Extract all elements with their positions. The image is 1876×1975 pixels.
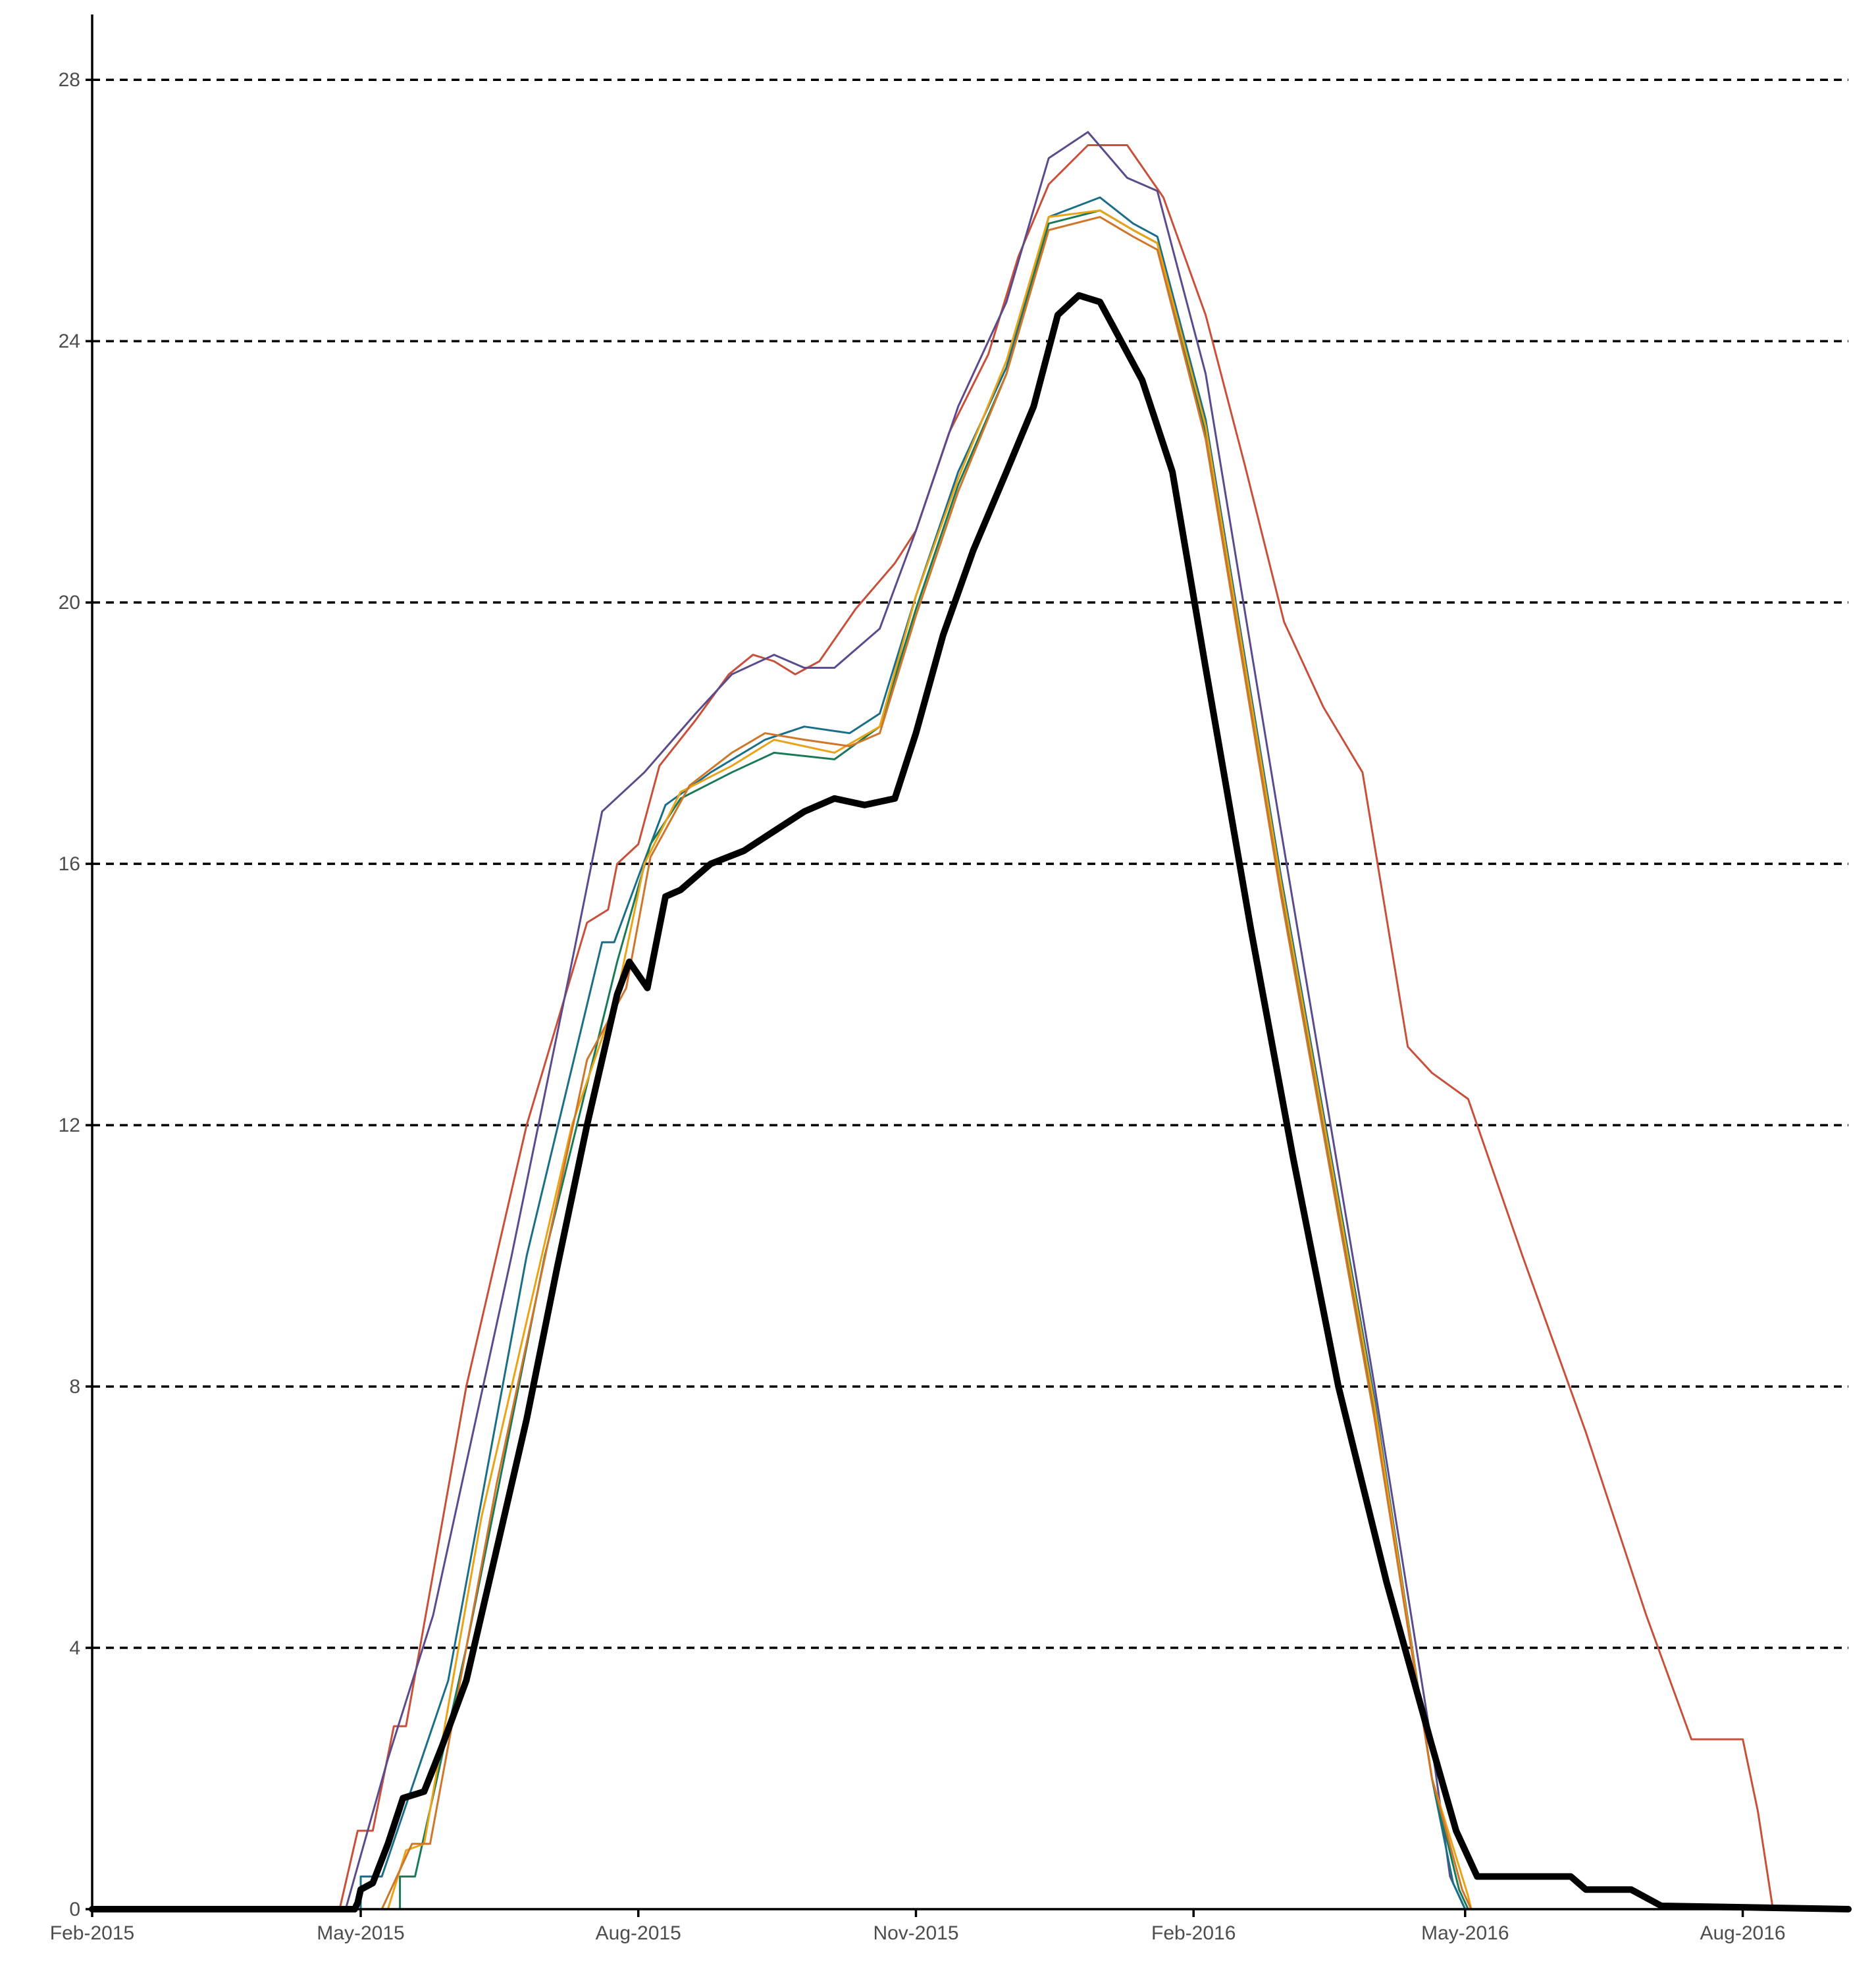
x-axis-ticks: Feb-2015 May-2015 Aug-2015 Nov-2015 Feb-2016…: [50, 1909, 1786, 1944]
y-tick-label: 0: [69, 1899, 80, 1920]
y-tick-label: 20: [59, 592, 80, 614]
y-tick-label: 24: [59, 330, 80, 352]
series-line-1: [91, 144, 1850, 1910]
x-tick-label: Aug-2015: [596, 1922, 681, 1944]
series-line-7: [89, 292, 1852, 1912]
series-line-6: [91, 216, 1850, 1910]
x-tick-label: May-2016: [1421, 1922, 1509, 1944]
x-tick-label: Feb-2015: [50, 1922, 134, 1944]
grid-lines: [92, 78, 1848, 1649]
y-tick-label: 4: [69, 1637, 80, 1659]
series-line-4: [91, 209, 1850, 1910]
x-tick-label: Nov-2015: [873, 1922, 958, 1944]
axes: [91, 14, 1848, 1910]
series-line-3: [91, 196, 1850, 1910]
y-tick-label: 8: [69, 1376, 80, 1398]
y-tick-label: 12: [59, 1115, 80, 1136]
x-tick-label: May-2015: [317, 1922, 404, 1944]
y-tick-label: 16: [59, 853, 80, 875]
series-line-5: [91, 209, 1850, 1910]
series-lines: [89, 131, 1852, 1912]
x-tick-label: Feb-2016: [1151, 1922, 1236, 1944]
series-line-2: [91, 131, 1850, 1910]
y-axis-ticks: 0 4 8 12 16 20 24 28: [59, 69, 92, 1920]
y-tick-label: 28: [59, 69, 80, 91]
x-tick-label: Aug-2016: [1700, 1922, 1785, 1944]
